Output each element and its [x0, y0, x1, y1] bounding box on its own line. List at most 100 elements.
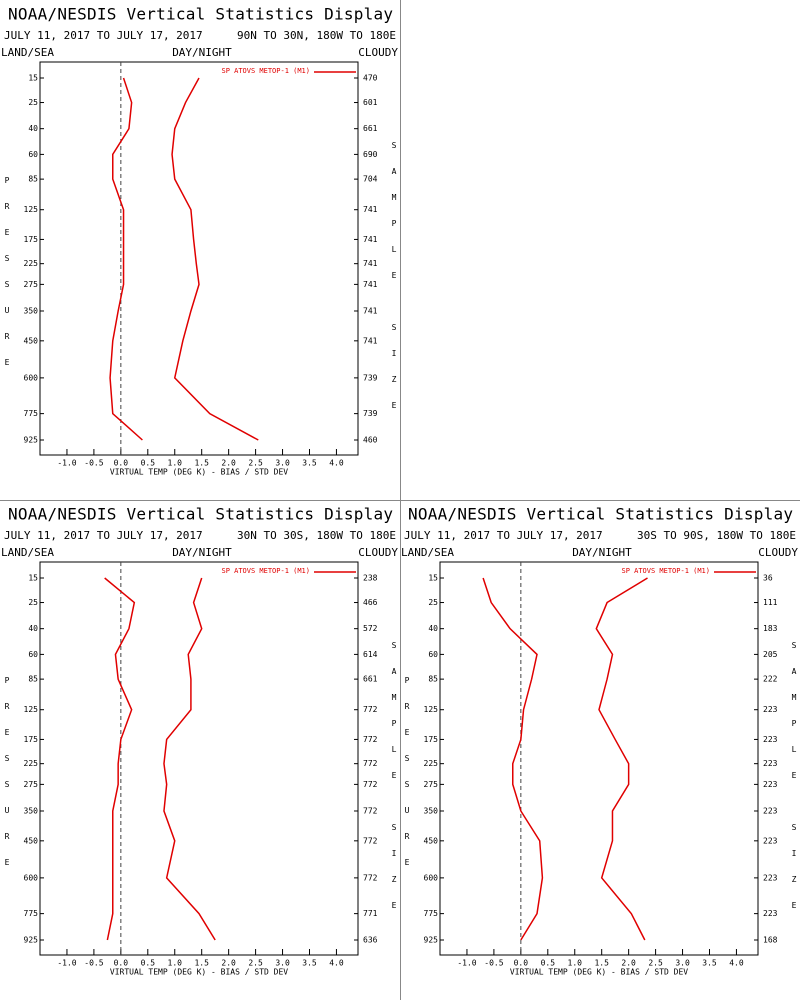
y-tick-label: 15	[28, 574, 38, 583]
sample-size-label: 741	[363, 306, 378, 315]
top-label: DAY/NIGHT	[572, 546, 632, 559]
y2-axis-label: SAMPLE SIZE	[790, 641, 799, 927]
x-tick-label: 1.0	[168, 959, 183, 968]
sample-size-label: 772	[363, 836, 378, 845]
y-tick-label: 225	[24, 259, 39, 268]
region: 30N TO 30S, 180W TO 180E	[237, 529, 396, 542]
y-tick-label: 175	[24, 735, 39, 744]
std-dev-line	[595, 577, 648, 941]
sample-size-label: 223	[763, 836, 778, 845]
y-axis-label: PRESSURE	[3, 676, 12, 884]
top-label: LAND/SEA	[1, 46, 54, 59]
y-tick-label: 600	[24, 373, 39, 382]
y2-axis-label: SAMPLE SIZE	[390, 141, 399, 427]
y-axis-label: PRESSURE	[403, 676, 412, 884]
sample-size-label: 661	[363, 124, 378, 133]
x-tick-label: 2.0	[221, 459, 236, 468]
y-tick-label: 40	[428, 624, 438, 633]
y-axis-label: PRESSURE	[3, 176, 12, 384]
x-tick-label: 0.0	[114, 959, 129, 968]
sample-size-label: 772	[363, 735, 378, 744]
sample-size-label: 772	[363, 806, 378, 815]
x-tick-label: 1.0	[568, 959, 583, 968]
y-tick-label: 125	[424, 705, 439, 714]
y-tick-label: 125	[24, 705, 39, 714]
legend-label: SP ATOVS METOP-1 (M1)	[621, 567, 710, 575]
sample-size-label: 772	[363, 759, 378, 768]
sample-size-label: 636	[363, 936, 378, 945]
y-tick-label: 275	[24, 780, 39, 789]
sample-size-label: 460	[363, 436, 378, 445]
y-tick-label: 925	[424, 936, 439, 945]
bias-line	[482, 577, 544, 941]
sample-size-label: 601	[363, 98, 378, 107]
y-tick-label: 450	[24, 336, 39, 345]
y-tick-label: 775	[24, 909, 39, 918]
legend-label: SP ATOVS METOP-1 (M1)	[221, 67, 310, 75]
sample-size-label: 690	[363, 150, 378, 159]
y-tick-label: 25	[28, 598, 38, 607]
sample-size-label: 111	[763, 598, 778, 607]
x-axis-label: VIRTUAL TEMP (DEG K) - BIAS / STD DEV	[110, 968, 288, 977]
x-tick-label: 1.5	[594, 959, 609, 968]
x-tick-label: 0.5	[541, 959, 556, 968]
y-tick-label: 350	[424, 806, 439, 815]
sample-size-label: 771	[363, 909, 378, 918]
y-tick-label: 60	[428, 650, 438, 659]
sample-size-label: 238	[363, 574, 378, 583]
sample-size-label: 183	[763, 624, 778, 633]
y-tick-label: 125	[24, 205, 39, 214]
title: NOAA/NESDIS Vertical Statistics Display	[408, 505, 793, 524]
region: 30S TO 90S, 180W TO 180E	[637, 529, 796, 542]
x-tick-label: 2.5	[648, 959, 663, 968]
sample-size-label: 205	[763, 650, 778, 659]
y-tick-label: 275	[424, 780, 439, 789]
sample-size-label: 223	[763, 780, 778, 789]
subtitle: JULY 11, 2017 TO JULY 17, 2017	[4, 29, 203, 42]
x-tick-label: -1.0	[57, 959, 76, 968]
x-tick-label: 0.0	[114, 459, 129, 468]
sample-size-label: 223	[763, 705, 778, 714]
y-tick-label: 450	[424, 836, 439, 845]
y-tick-label: 60	[28, 150, 38, 159]
x-tick-label: 3.0	[275, 959, 290, 968]
y-tick-label: 60	[28, 650, 38, 659]
sample-size-label: 470	[363, 74, 378, 83]
y-tick-label: 85	[428, 675, 438, 684]
x-tick-label: 3.5	[702, 959, 717, 968]
sample-size-label: 223	[763, 735, 778, 744]
sample-size-label: 741	[363, 205, 378, 214]
y-tick-label: 925	[24, 936, 39, 945]
sample-size-label: 772	[363, 705, 378, 714]
top-label: DAY/NIGHT	[172, 546, 232, 559]
sample-size-label: 772	[363, 780, 378, 789]
chart-panel: NOAA/NESDIS Vertical Statistics Display J…	[1, 505, 399, 977]
y-tick-label: 225	[424, 759, 439, 768]
x-tick-label: 2.0	[221, 959, 236, 968]
y-tick-label: 15	[428, 574, 438, 583]
top-label: CLOUDY	[358, 46, 398, 59]
sample-size-label: 168	[763, 936, 778, 945]
sample-size-label: 223	[763, 759, 778, 768]
y-tick-label: 450	[24, 836, 39, 845]
x-tick-label: 4.0	[329, 459, 344, 468]
chart-panel: NOAA/NESDIS Vertical Statistics Display J…	[401, 505, 799, 977]
y-tick-label: 225	[24, 759, 39, 768]
x-tick-label: 1.5	[194, 959, 209, 968]
x-tick-label: 0.0	[514, 959, 529, 968]
std-dev-line	[163, 577, 216, 941]
sample-size-label: 222	[763, 675, 778, 684]
x-tick-label: 3.0	[675, 959, 690, 968]
sample-size-label: 223	[763, 806, 778, 815]
sample-size-label: 739	[363, 373, 378, 382]
chart-panel: NOAA/NESDIS Vertical Statistics Display J…	[1, 5, 399, 477]
y-tick-label: 775	[24, 409, 39, 418]
std-dev-line	[171, 77, 259, 441]
y-tick-label: 350	[24, 806, 39, 815]
sample-size-label: 741	[363, 336, 378, 345]
sample-size-label: 739	[363, 409, 378, 418]
sample-size-label: 223	[763, 909, 778, 918]
region: 90N TO 30N, 180W TO 180E	[237, 29, 396, 42]
y-tick-label: 925	[24, 436, 39, 445]
